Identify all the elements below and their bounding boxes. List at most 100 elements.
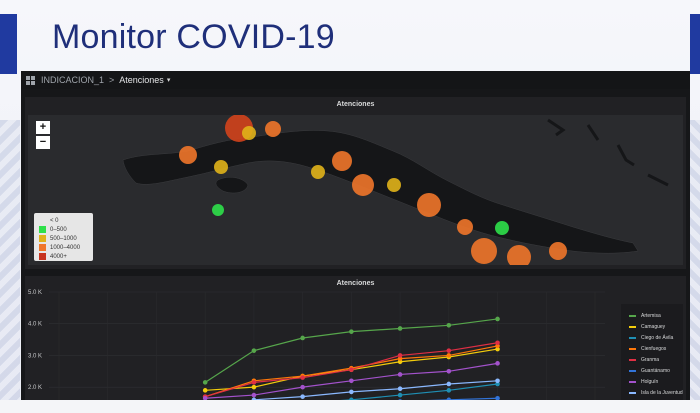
bahamas-shape [547, 118, 669, 187]
series-point[interactable] [202, 395, 208, 401]
legend-item[interactable]: Ciego de Ávila [629, 332, 683, 343]
map-marker[interactable] [265, 121, 281, 137]
zoom-in-button[interactable]: + [36, 121, 50, 134]
dashboard-grid-icon[interactable] [26, 75, 35, 85]
map-marker[interactable] [549, 242, 567, 260]
legend-swatch [39, 244, 46, 251]
legend-label: 4000+ [50, 253, 67, 260]
series-point[interactable] [349, 389, 354, 395]
legend-item[interactable]: Holguín [629, 376, 683, 387]
breadcrumb-dashboard[interactable]: Atenciones [119, 75, 164, 85]
series-point[interactable] [446, 323, 452, 328]
slide-decoration-right [688, 120, 700, 410]
map-marker[interactable] [507, 245, 531, 265]
map-panel-title[interactable]: Atenciones [336, 101, 375, 108]
series-point[interactable] [202, 380, 208, 385]
legend-label: Holguín [641, 378, 659, 385]
legend-item[interactable]: Camaguey [629, 321, 683, 332]
series-point[interactable] [202, 388, 208, 393]
legend-label: 1000–4000 [50, 244, 81, 251]
legend-line-swatch [629, 358, 636, 361]
legend-label: Guantánamo [641, 367, 670, 374]
series-point[interactable] [349, 378, 354, 384]
map-panel: Atenciones + − < 0 0–500 500–1000 1000–4… [25, 97, 686, 269]
map-marker[interactable] [179, 146, 197, 164]
slide-bottom-band [0, 400, 700, 413]
series-point[interactable] [300, 375, 305, 380]
y-tick-label: 3.0 K [28, 353, 42, 359]
series-point[interactable] [495, 378, 500, 384]
series-point[interactable] [397, 359, 403, 365]
series-point[interactable] [446, 381, 452, 387]
series-point[interactable] [251, 384, 257, 390]
series-point[interactable] [397, 386, 403, 392]
series-point[interactable] [300, 384, 305, 390]
legend-label: Ciego de Ávila [641, 334, 674, 341]
series-point[interactable] [300, 335, 305, 341]
series-point[interactable] [446, 368, 452, 374]
series-point[interactable] [495, 343, 500, 349]
legend-row: 1000–4000 [39, 243, 93, 252]
legend-swatch [39, 235, 46, 242]
legend-item[interactable]: Granma [629, 354, 683, 365]
series-point[interactable] [495, 316, 500, 322]
y-tick-label: 4.0 K [28, 322, 42, 328]
legend-swatch [39, 217, 46, 224]
series-point[interactable] [495, 340, 500, 346]
map-marker[interactable] [311, 165, 325, 179]
map-marker[interactable] [457, 219, 473, 235]
legend-line-swatch [629, 314, 636, 317]
series-point[interactable] [446, 348, 452, 353]
map-marker[interactable] [387, 178, 401, 192]
legend-item[interactable]: Guantánamo [629, 365, 683, 376]
chart-panel-title[interactable]: Atenciones [336, 280, 375, 287]
series-point[interactable] [349, 329, 354, 334]
series-point[interactable] [495, 361, 500, 366]
legend-line-swatch [629, 391, 636, 394]
series-point[interactable] [251, 392, 257, 398]
series-point[interactable] [251, 380, 257, 385]
map-canvas[interactable]: + − < 0 0–500 500–1000 1000–4000 4000+ [28, 115, 683, 265]
series-point[interactable] [397, 392, 403, 398]
cuba-island-shape [122, 130, 639, 254]
legend-row: 4000+ [39, 252, 93, 261]
series-point[interactable] [446, 353, 452, 358]
map-marker[interactable] [332, 151, 352, 171]
series-point[interactable] [446, 388, 452, 393]
chevron-down-icon[interactable]: ▾ [166, 77, 171, 84]
map-marker[interactable] [352, 174, 374, 196]
map-marker[interactable] [471, 238, 497, 264]
series-point[interactable] [397, 356, 403, 361]
chart-panel: Atenciones 5.0 K 4.0 K 3.0 K 2.0 K Artemisa… [25, 276, 686, 403]
map-marker[interactable] [495, 221, 509, 235]
legend-row: 500–1000 [39, 234, 93, 243]
slide-title: Monitor COVID-19 [52, 18, 335, 56]
legend-label: Cienfuegos [641, 345, 667, 352]
series-point[interactable] [495, 395, 500, 401]
legend-row: < 0 [39, 216, 93, 225]
map-marker[interactable] [417, 193, 441, 217]
map-marker[interactable] [214, 160, 228, 174]
series-line[interactable] [253, 380, 498, 401]
legend-line-swatch [629, 336, 636, 339]
series-point[interactable] [397, 372, 403, 377]
slide-decoration-left [0, 120, 20, 410]
legend-item[interactable]: Artemisa [629, 310, 683, 321]
series-point[interactable] [495, 381, 500, 387]
breadcrumb-folder[interactable]: INDICACION_1 [41, 75, 105, 85]
y-tick-label: 5.0 K [28, 290, 42, 296]
legend-label: Camaguey [641, 323, 666, 330]
map-legend: < 0 0–500 500–1000 1000–4000 4000+ [34, 213, 93, 261]
legend-item[interactable]: Isla de la Juventud [629, 387, 683, 398]
series-point[interactable] [397, 326, 403, 331]
series-point[interactable] [349, 367, 354, 372]
series-point[interactable] [251, 348, 257, 353]
series-point[interactable] [397, 353, 403, 358]
map-marker[interactable] [212, 204, 224, 216]
map-marker[interactable] [242, 126, 256, 140]
series-point[interactable] [300, 394, 305, 399]
legend-line-swatch [629, 347, 636, 350]
series-point[interactable] [495, 346, 500, 352]
legend-item[interactable]: Cienfuegos [629, 343, 683, 354]
zoom-out-button[interactable]: − [36, 136, 50, 149]
